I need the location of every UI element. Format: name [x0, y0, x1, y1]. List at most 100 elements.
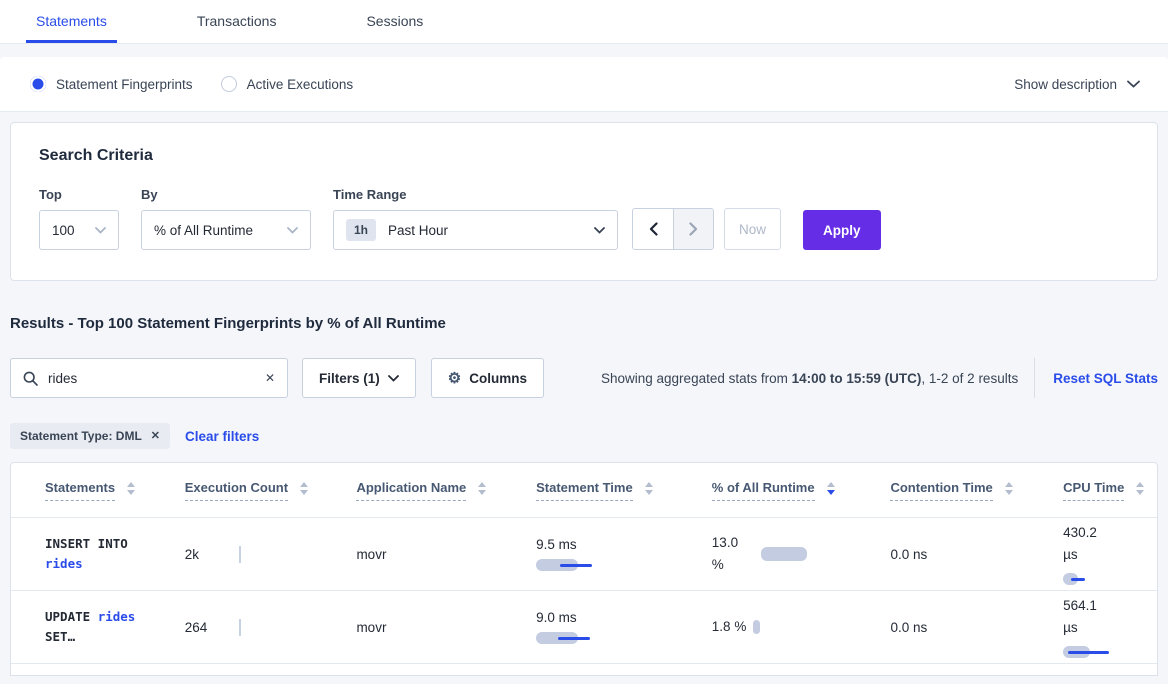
- chevron-down-icon: [95, 226, 106, 234]
- sort-icon[interactable]: [1136, 481, 1145, 495]
- execution-count-bar: [239, 618, 242, 636]
- column-header-cpu-time: CPU Time: [1063, 480, 1157, 501]
- results-status-text: Showing aggregated stats from 14:00 to 1…: [601, 370, 1019, 386]
- contention-time-cell: 0.0 ns: [890, 619, 928, 635]
- time-range-value: Past Hour: [388, 222, 449, 238]
- previous-time-range-button[interactable]: [633, 209, 673, 249]
- time-range-select[interactable]: 1h Past Hour: [333, 210, 618, 250]
- results-toolbar: ✕ Filters (1) ⚙ Columns Showing aggregat…: [10, 358, 1158, 398]
- filters-label: Filters (1): [319, 370, 380, 386]
- table-row[interactable]: INSERT INTO rides 2k movr 9.5 ms 13.0 % …: [11, 518, 1157, 591]
- cpu-time-bar: [1063, 573, 1087, 586]
- pct-of-all-runtime-bar: [760, 547, 807, 561]
- radio-active-executions[interactable]: Active Executions: [220, 76, 354, 92]
- page-tabs: Statements Transactions Sessions: [0, 0, 1168, 44]
- chevron-left-icon: [649, 222, 658, 236]
- search-input[interactable]: [48, 370, 265, 386]
- columns-label: Columns: [469, 370, 527, 386]
- sort-icon[interactable]: [300, 481, 309, 495]
- search-criteria-title: Search Criteria: [39, 147, 153, 164]
- remove-filter-icon[interactable]: ✕: [150, 429, 161, 442]
- statements-table: Statements Execution Count Application N…: [10, 462, 1158, 676]
- filters-button[interactable]: Filters (1): [302, 358, 416, 398]
- tab-transactions[interactable]: Transactions: [196, 13, 277, 29]
- clear-filters-link[interactable]: Clear filters: [185, 428, 260, 444]
- filter-chip-statement-type[interactable]: Statement Type: DML ✕: [10, 423, 171, 449]
- column-header-pct-of-all-runtime: % of All Runtime: [711, 480, 891, 501]
- results-heading: Results - Top 100 Statement Fingerprints…: [10, 315, 446, 332]
- table-row[interactable]: UPDATE rides SET… 264 movr 9.0 ms 1.8 % …: [11, 591, 1157, 664]
- statement-search-box[interactable]: ✕: [10, 358, 288, 398]
- statement-link[interactable]: rides: [97, 609, 136, 624]
- execution-count-cell: 264: [185, 618, 357, 636]
- execution-count-bar: [239, 545, 242, 563]
- statement-cell: UPDATE rides SET…: [45, 609, 136, 644]
- statement-time-cell: 9.5 ms: [536, 537, 712, 572]
- column-header-application-name: Application Name: [356, 480, 536, 501]
- application-name-cell: movr: [356, 619, 387, 635]
- table-header-row: Statements Execution Count Application N…: [11, 463, 1157, 518]
- reset-sql-stats-link[interactable]: Reset SQL Stats: [1053, 370, 1158, 386]
- chevron-down-icon: [387, 374, 399, 382]
- sort-icon-active-desc[interactable]: [826, 481, 835, 495]
- cpu-time-cell: 430.2 µs: [1063, 522, 1157, 586]
- time-range-pager: [632, 208, 714, 250]
- radio-unselected-icon[interactable]: [220, 76, 237, 92]
- time-range-badge: 1h: [346, 219, 377, 241]
- cpu-time-cell: 564.1 µs: [1063, 595, 1157, 659]
- chevron-down-icon: [1127, 80, 1140, 88]
- search-criteria-panel: Search Criteria Top 100 By % of All Runt…: [10, 122, 1158, 281]
- chevron-right-icon: [689, 222, 698, 236]
- chevron-down-icon: [594, 226, 605, 234]
- statement-time-bar: [536, 631, 592, 645]
- column-header-statements: Statements: [45, 480, 185, 501]
- pct-of-all-runtime-bar: [753, 620, 761, 634]
- radio-label: Statement Fingerprints: [56, 76, 193, 92]
- by-field: By % of All Runtime: [141, 187, 311, 250]
- filter-chip-label: Statement Type: DML: [20, 429, 142, 443]
- toolbar-divider: [1034, 358, 1036, 398]
- time-range-field: Time Range 1h Past Hour: [333, 187, 618, 250]
- execution-count-cell: 2k: [185, 545, 357, 563]
- sort-icon[interactable]: [1004, 481, 1013, 495]
- show-description-label: Show description: [1014, 76, 1117, 92]
- gear-icon: ⚙: [447, 369, 462, 387]
- radio-selected-icon[interactable]: [30, 76, 46, 92]
- by-label: By: [141, 187, 158, 202]
- top-label: Top: [39, 187, 62, 202]
- radio-label: Active Executions: [246, 76, 354, 92]
- show-description-toggle[interactable]: Show description: [1014, 77, 1140, 92]
- statement-time-bar: [536, 558, 593, 572]
- statement-link[interactable]: rides: [45, 556, 83, 571]
- statement-cell: INSERT INTO rides: [45, 536, 128, 571]
- contention-time-cell: 0.0 ns: [890, 546, 928, 562]
- active-filters-row: Statement Type: DML ✕ Clear filters: [10, 423, 1158, 449]
- column-header-contention-time: Contention Time: [890, 480, 1063, 501]
- by-select-value: % of All Runtime: [154, 222, 254, 238]
- sort-icon[interactable]: [478, 481, 487, 495]
- time-range-label: Time Range: [333, 187, 407, 202]
- application-name-cell: movr: [356, 546, 387, 562]
- sort-icon[interactable]: [127, 481, 136, 495]
- tab-sessions[interactable]: Sessions: [366, 13, 424, 29]
- chevron-down-icon: [287, 226, 298, 234]
- tab-statements[interactable]: Statements: [26, 1, 117, 43]
- search-icon: [23, 371, 38, 386]
- column-header-statement-time: Statement Time: [536, 480, 712, 501]
- pct-of-all-runtime-cell: 13.0 %: [712, 532, 891, 576]
- apply-button[interactable]: Apply: [803, 210, 881, 250]
- top-field: Top 100: [39, 187, 119, 250]
- sort-icon[interactable]: [644, 481, 653, 495]
- radio-statement-fingerprints[interactable]: Statement Fingerprints: [30, 76, 193, 92]
- top-select-value: 100: [52, 222, 75, 238]
- by-select[interactable]: % of All Runtime: [141, 210, 311, 250]
- columns-button[interactable]: ⚙ Columns: [430, 358, 544, 398]
- view-toggle-band: Statement Fingerprints Active Executions…: [0, 57, 1168, 112]
- column-header-execution-count: Execution Count: [184, 480, 357, 501]
- clear-search-icon[interactable]: ✕: [264, 371, 275, 385]
- statement-time-cell: 9.0 ms: [536, 610, 712, 645]
- next-time-range-button[interactable]: [673, 209, 713, 249]
- now-button[interactable]: Now: [724, 208, 781, 250]
- top-select[interactable]: 100: [39, 210, 119, 250]
- cpu-time-bar: [1063, 646, 1110, 659]
